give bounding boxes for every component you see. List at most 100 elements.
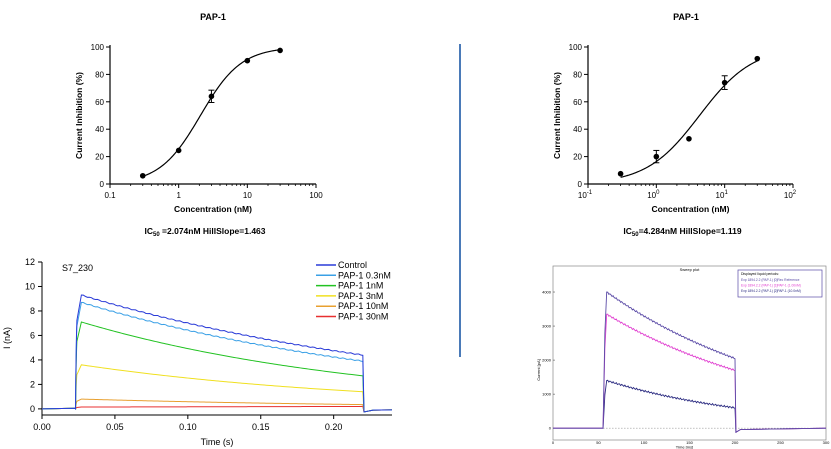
sweep-plot-chart: Sweep plot 0 1000 2000 3000 4000 0 50 100 150 200 2… xyxy=(536,265,830,449)
legend-label: Exp 1894.2.2 (PAP-1) [2]PAP-1 (10.0nM) xyxy=(741,289,801,293)
legend-label: PAP-1 0.3nM xyxy=(338,270,391,280)
y-tick-label: 20 xyxy=(573,153,582,162)
trace-line xyxy=(41,301,393,413)
dose-response-chart-1: PAP-1 0 20 40 60 80 100 0.1 1 10 100 Concentration … xyxy=(74,12,323,238)
x-axis-label: Concentration (nM) xyxy=(652,204,730,214)
y-tick-label: 12 xyxy=(25,257,35,267)
caption-subscript: 50 xyxy=(632,232,639,238)
fit-caption: IC50 =2.074nM HillSlope=1.463 xyxy=(144,226,265,238)
x-tick-base: 10 xyxy=(716,191,725,200)
x-tick-exponent: 1 xyxy=(724,190,728,196)
x-tick-label: 0.15 xyxy=(252,422,270,432)
data-point xyxy=(721,79,728,86)
legend-label: Control xyxy=(338,260,367,270)
y-tick-label: 4000 xyxy=(542,290,552,295)
fit-caption: IC50=4.284nM HillSlope=1.119 xyxy=(623,226,741,238)
x-tick-exponent: 0 xyxy=(656,190,660,196)
x-tick-exponent: 2 xyxy=(793,190,797,196)
x-tick-base: 10 xyxy=(578,191,587,200)
chart-title: S7_230 xyxy=(62,263,93,273)
trace-line xyxy=(41,321,393,413)
y-tick-label: 100 xyxy=(91,43,105,52)
x-tick-label: 150 xyxy=(686,440,693,445)
y-tick-label: 4 xyxy=(30,355,35,365)
caption-ic: IC xyxy=(623,226,632,236)
data-point xyxy=(244,57,251,64)
legend-label: Exp 1894.2.2 (PAP-1) [0]Rec Reference xyxy=(741,278,800,282)
y-tick-label: 1000 xyxy=(542,392,552,397)
x-axis-label: Time [ms] xyxy=(676,445,693,449)
y-tick-label: 8 xyxy=(30,306,35,316)
trace-line xyxy=(41,364,393,413)
chart-title: Sweep plot xyxy=(680,267,701,272)
legend-label: PAP-1 30nM xyxy=(338,312,388,322)
data-point xyxy=(175,147,182,154)
chart-title: PAP-1 xyxy=(673,12,699,22)
x-tick-label: 50 xyxy=(596,440,601,445)
y-axis-label: Current Inhibition (%) xyxy=(74,72,84,159)
x-tick-label: 0.1 xyxy=(104,191,116,200)
y-tick-label: 40 xyxy=(573,125,582,134)
data-point xyxy=(139,172,146,179)
y-tick-label: 0 xyxy=(30,404,35,414)
x-tick-label: 101 xyxy=(716,190,729,200)
fit-curve xyxy=(620,60,758,178)
trace-line xyxy=(41,398,393,413)
x-tick-label: 0 xyxy=(552,440,555,445)
y-tick-label: 100 xyxy=(569,43,583,52)
y-tick-label: 20 xyxy=(95,153,104,162)
y-tick-label: 10 xyxy=(25,281,35,291)
caption-subscript: 50 xyxy=(153,232,160,238)
data-point xyxy=(277,47,283,54)
chart-title: PAP-1 xyxy=(200,12,226,22)
x-tick-label: 100 xyxy=(641,440,648,445)
caption-values: =2.074nM HillSlope=1.463 xyxy=(160,226,266,236)
y-tick-label: 3000 xyxy=(542,324,552,329)
sweep-trace xyxy=(553,313,827,434)
current-traces-chart: 0 2 4 6 8 10 12 0.00 0.05 0.10 0.15 0.20 Time (s) I (… xyxy=(2,257,393,447)
x-tick-exponent: -1 xyxy=(587,190,593,196)
x-tick-base: 10 xyxy=(647,191,656,200)
y-tick-label: 0 xyxy=(549,426,552,431)
legend-label: PAP-1 3nM xyxy=(338,291,383,301)
y-tick-label: 40 xyxy=(95,125,104,134)
sweep-trace xyxy=(553,379,827,434)
data-point xyxy=(686,135,692,142)
y-tick-label: 6 xyxy=(30,330,35,340)
x-tick-label: 10 xyxy=(243,191,252,200)
x-tick-label: 0.10 xyxy=(179,422,197,432)
trace-line xyxy=(41,294,393,413)
y-tick-label: 2 xyxy=(30,379,35,389)
y-tick-label: 80 xyxy=(95,70,104,79)
y-tick-label: 2000 xyxy=(542,358,552,363)
trace-line xyxy=(41,405,393,413)
caption-values: =4.284nM HillSlope=1.119 xyxy=(639,226,742,236)
y-tick-label: 80 xyxy=(573,70,582,79)
legend-label: Exp 1894.2.2 (PAP-1) [1]PAP-1 (1.00nM) xyxy=(741,284,801,288)
y-tick-label: 0 xyxy=(578,180,583,189)
sweep-trace xyxy=(553,291,827,434)
data-point xyxy=(754,55,761,62)
legend-box xyxy=(737,269,823,298)
x-tick-label: 0.20 xyxy=(325,422,343,432)
x-tick-label: 10-1 xyxy=(578,190,593,200)
x-tick-label: 300 xyxy=(823,440,830,445)
data-point xyxy=(653,153,660,160)
caption-ic: IC xyxy=(144,226,153,236)
legend-title: Displayed liquid periods: xyxy=(741,272,779,276)
y-axis-label: Current Inhibition (%) xyxy=(552,72,562,159)
x-tick-label: 100 xyxy=(309,191,323,200)
x-tick-label: 102 xyxy=(784,190,797,200)
y-tick-label: 60 xyxy=(95,98,104,107)
y-tick-label: 0 xyxy=(100,180,105,189)
fit-curve xyxy=(142,49,281,177)
legend-label: PAP-1 10nM xyxy=(338,301,388,311)
y-axis-label: Current [pA] xyxy=(536,359,541,381)
x-axis-label: Concentration (nM) xyxy=(174,204,252,214)
y-tick-label: 60 xyxy=(573,98,582,107)
data-point xyxy=(208,93,215,100)
x-tick-base: 10 xyxy=(784,191,793,200)
x-tick-label: 250 xyxy=(777,440,784,445)
